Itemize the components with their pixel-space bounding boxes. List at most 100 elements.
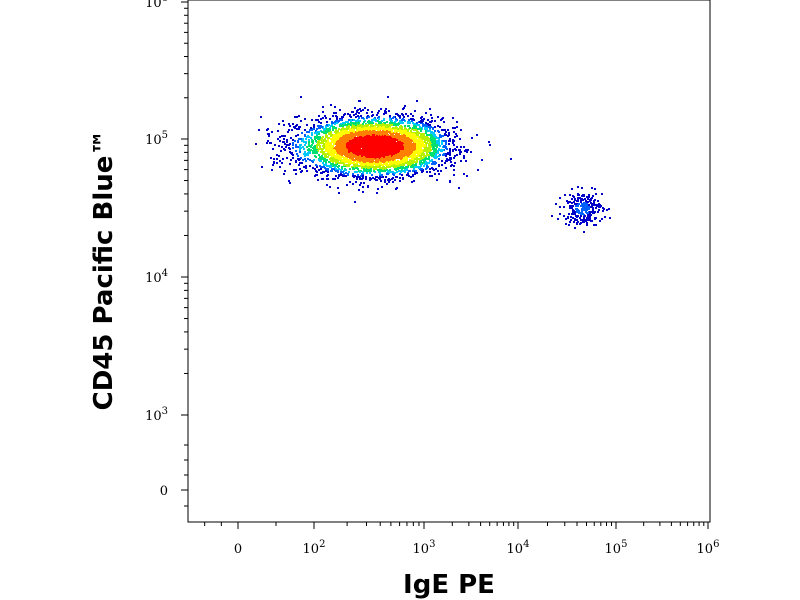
event-dot: [338, 192, 340, 194]
event-dot: [286, 141, 288, 143]
event-dot: [394, 127, 396, 129]
event-dot: [385, 108, 387, 110]
event-dot: [459, 151, 461, 153]
event-dot: [408, 153, 410, 155]
event-dot: [398, 161, 400, 163]
event-dot: [435, 168, 437, 170]
event-dot: [349, 159, 351, 161]
event-dot: [325, 170, 327, 172]
event-dot: [354, 107, 356, 109]
event-dot: [407, 146, 409, 148]
event-dot: [282, 120, 284, 122]
event-dot: [321, 131, 323, 133]
event-dot: [381, 152, 383, 154]
event-dot: [387, 124, 389, 126]
event-dot: [377, 146, 379, 148]
event-dot: [452, 127, 454, 129]
event-dot: [421, 137, 423, 139]
event-dot: [335, 170, 337, 172]
event-dot: [278, 155, 280, 157]
event-dot: [456, 126, 458, 128]
event-dot: [353, 161, 355, 163]
event-dot: [313, 126, 315, 128]
event-dot: [295, 150, 297, 152]
event-dot: [356, 171, 358, 173]
event-dot: [339, 155, 341, 157]
event-dot: [371, 111, 373, 113]
event-dot: [423, 133, 425, 135]
event-dot: [447, 129, 449, 131]
event-dot: [389, 169, 391, 171]
event-dot: [389, 127, 391, 129]
event-dot: [388, 178, 390, 180]
event-dot: [358, 141, 360, 143]
event-dot: [381, 120, 383, 122]
event-dot: [342, 128, 344, 130]
event-dot: [375, 156, 377, 158]
event-dot: [349, 138, 351, 140]
event-dot: [368, 141, 370, 143]
event-dot: [408, 119, 410, 121]
event-dot: [345, 128, 347, 130]
event-dot: [376, 133, 378, 135]
event-dot: [454, 127, 456, 129]
event-dots: [255, 96, 611, 233]
event-dot: [396, 154, 398, 156]
event-dot: [334, 106, 336, 108]
event-dot: [401, 113, 403, 115]
event-dot: [356, 130, 358, 132]
event-dot: [389, 171, 391, 173]
event-dot: [270, 157, 272, 159]
event-dot: [412, 170, 414, 172]
event-dot: [429, 108, 431, 110]
event-dot: [315, 164, 317, 166]
event-dot: [400, 160, 402, 162]
event-dot: [314, 168, 316, 170]
event-dot: [400, 162, 402, 164]
event-dot: [318, 169, 320, 171]
event-dot: [384, 143, 386, 145]
event-dot: [324, 115, 326, 117]
event-dot: [382, 145, 384, 147]
event-dot: [272, 148, 274, 150]
event-dot: [330, 163, 332, 165]
event-dot: [308, 148, 310, 150]
event-dot: [348, 156, 350, 158]
event-dot: [345, 172, 347, 174]
event-dot: [367, 136, 369, 138]
event-dot: [452, 117, 454, 119]
event-dot: [393, 164, 395, 166]
event-dot: [326, 156, 328, 158]
event-dot: [343, 122, 345, 124]
event-dot: [319, 157, 321, 159]
event-dot: [335, 152, 337, 154]
event-dot: [407, 135, 409, 137]
event-dot: [376, 176, 378, 178]
event-dot: [432, 127, 434, 129]
event-dot: [345, 138, 347, 140]
event-dot: [293, 126, 295, 128]
event-dot: [420, 134, 422, 136]
event-dot: [355, 164, 357, 166]
event-dot: [395, 168, 397, 170]
event-dot: [390, 124, 392, 126]
event-dot: [426, 154, 428, 156]
event-dot: [399, 177, 401, 179]
event-dot: [339, 145, 341, 147]
event-dot: [420, 156, 422, 158]
event-dot: [322, 153, 324, 155]
event-dot: [391, 165, 393, 167]
event-dot: [382, 168, 384, 170]
event-dot: [432, 142, 434, 144]
event-dot: [301, 170, 303, 172]
event-dot: [317, 125, 319, 127]
event-dot: [372, 143, 374, 145]
event-dot: [321, 156, 323, 158]
event-dot: [428, 134, 430, 136]
event-dot: [380, 124, 382, 126]
event-dot: [438, 158, 440, 160]
event-dot: [299, 126, 301, 128]
event-dot: [355, 167, 357, 169]
event-dot: [400, 164, 402, 166]
event-dot: [387, 96, 389, 98]
